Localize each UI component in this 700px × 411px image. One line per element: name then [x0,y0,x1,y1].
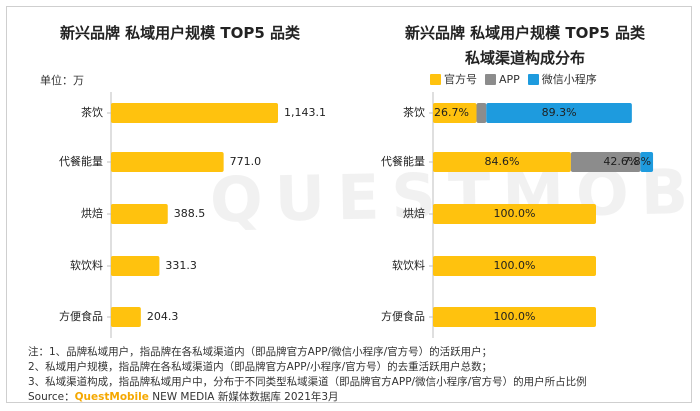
right-bar-2-seg-0 [433,204,596,224]
footnote-3: 3、私域渠道构成，指品牌私域用户中，分布于不同类型私域渠道（即品牌官方APP/微… [28,376,587,388]
right-chart-title-line2: 私域渠道构成分布 [464,49,585,67]
right-bar-1-seg-2 [640,152,654,172]
left-value-label-2: 388.5 [174,207,206,220]
right-value-label-0-2: 89.3% [542,106,577,119]
right-value-label-2-0: 100.0% [494,207,536,220]
footnote-2: 2、私域用户规模，指品牌在各私域渠道内（即品牌官方APP/小程序/官方号）的去重… [28,361,493,373]
legend-item-official: 官方号 [430,71,477,87]
right-bar-0-seg-2 [486,103,632,123]
right-category-label-3: 软饮料 [392,258,425,272]
legend-swatch-official [430,73,441,85]
left-category-label-2: 烘焙 [81,206,103,220]
left-category-label-0: 茶饮 [81,106,103,119]
right-value-label-1-2: 7.8% [623,155,651,168]
right-category-label-1: 代餐能量 [381,154,425,168]
source-prefix: Source： [28,391,75,403]
right-bar-1-seg-1 [570,152,641,172]
right-value-label-4-0: 100.0% [494,310,536,323]
right-bar-4-seg-0 [433,307,596,327]
right-category-label-2: 烘焙 [403,206,425,220]
left-value-label-3: 331.3 [165,259,197,272]
right-value-label-1-0: 84.6% [484,155,519,168]
footnotes: 注：1、品牌私域用户，指品牌在各私域渠道内（即品牌官方APP/微信小程序/官方号… [28,345,587,405]
legend-label-app: APP [499,72,520,86]
left-value-label-4: 204.3 [147,310,179,323]
left-bar-2 [111,204,168,224]
right-bar-0-seg-1 [476,103,487,123]
legend-swatch-app [485,73,496,85]
left-value-label-1: 771.0 [230,155,261,168]
legend-label-official: 官方号 [444,73,477,86]
left-bar-0 [111,103,278,123]
right-category-label-4: 方便食品 [381,309,425,323]
right-category-label-0: 茶饮 [403,106,425,119]
left-chart-unit: 单位：万 [40,74,84,87]
left-chart-title: 新兴品牌 私域用户规模 TOP5 品类 [59,24,301,42]
footnote-1: 注：1、品牌私域用户，指品牌在各私域渠道内（即品牌官方APP/微信小程序/官方号… [28,346,493,358]
right-value-label-1-1: 42.6% [603,155,638,168]
left-value-label-0: 1,143.1 [284,106,326,119]
legend-swatch-miniprogram [527,73,539,85]
right-bar-1-seg-0 [433,152,571,172]
right-value-label-3-0: 100.0% [494,259,536,272]
left-bar-1 [111,152,224,172]
source-line: Source：QuestMobile NEW MEDIA 新媒体数据库 2021… [28,390,587,405]
right-chart-legend: 官方号 APP 微信小程序 [430,71,605,87]
legend-label-miniprogram: 微信小程序 [541,73,597,86]
legend-item-miniprogram: 微信小程序 [527,71,597,87]
source-rest: NEW MEDIA 新媒体数据库 2021年3月 [148,391,339,403]
right-bar-0-seg-0 [433,103,477,123]
left-bar-4 [111,307,141,327]
right-value-label-0-0: 26.7% [434,106,469,119]
legend-item-app: APP [485,73,520,86]
source-brand: QuestMobile [74,391,149,403]
right-bar-3-seg-0 [433,256,596,276]
left-category-label-4: 方便食品 [59,309,103,323]
left-bar-3 [111,256,160,276]
left-category-label-1: 代餐能量 [59,154,103,168]
left-category-label-3: 软饮料 [70,258,103,272]
right-chart-title-line1: 新兴品牌 私域用户规模 TOP5 品类 [404,24,646,42]
